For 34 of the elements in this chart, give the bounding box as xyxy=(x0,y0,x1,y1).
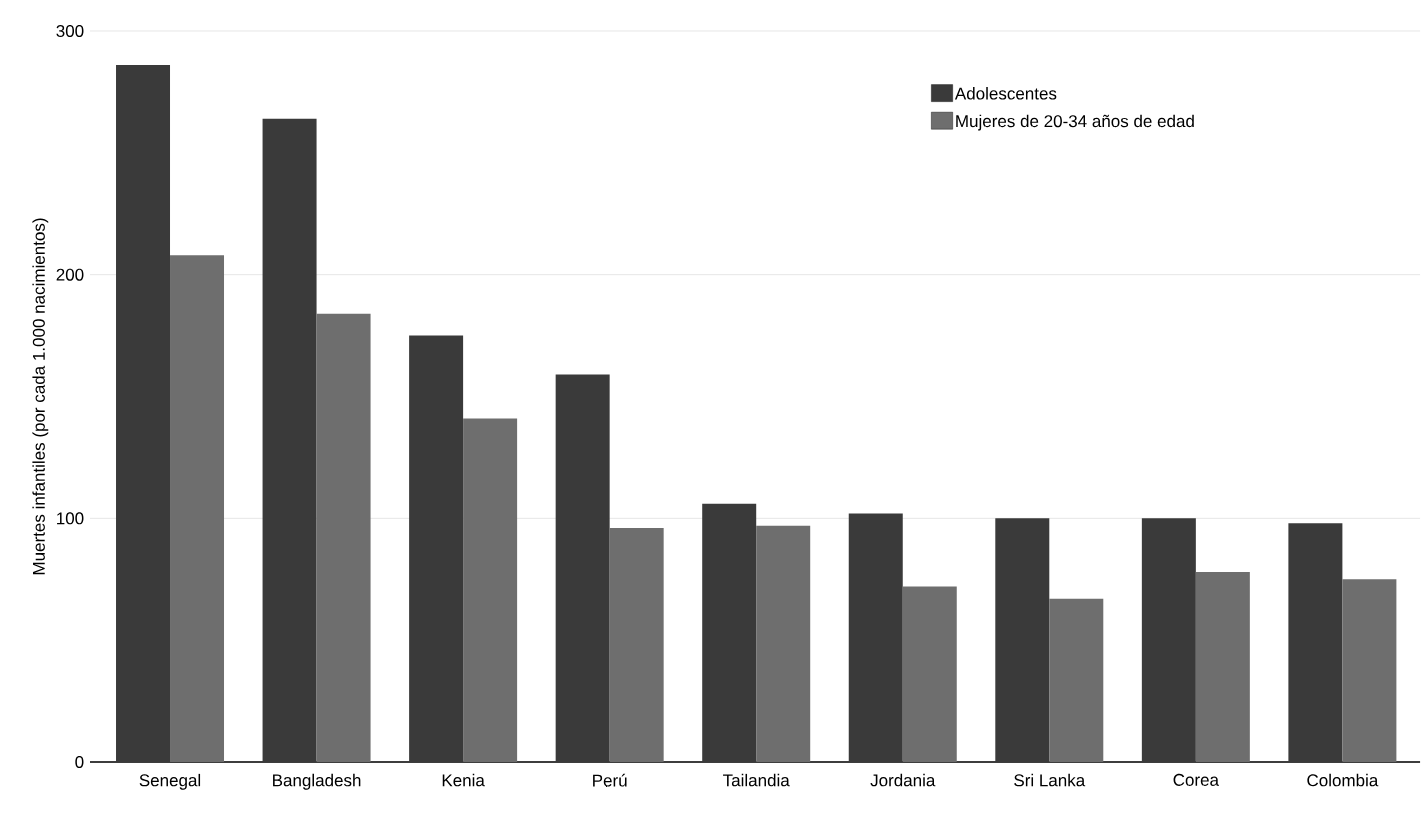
y-tick-label: 0 xyxy=(75,755,84,769)
legend-label: Mujeres de 20-34 años de edad xyxy=(956,114,1194,131)
y-axis-title: Muertes infantiles (por cada 1.000 nacimientos) xyxy=(32,218,49,575)
x-tick-label: Bangladesh xyxy=(273,773,361,790)
bar xyxy=(756,525,811,762)
bar xyxy=(848,513,903,762)
x-tick-label: Corea xyxy=(1173,773,1219,786)
x-tick-label: Sri Lanka xyxy=(1014,773,1086,787)
bar xyxy=(609,528,664,762)
legend-label: Adolescentes xyxy=(954,87,1057,100)
bar xyxy=(170,255,225,762)
bar xyxy=(1049,598,1104,762)
x-tick-label: Colombia xyxy=(1307,773,1379,787)
bar xyxy=(116,65,171,762)
y-tick-label: 100 xyxy=(57,512,84,525)
bar xyxy=(702,503,757,762)
bar xyxy=(1342,579,1397,762)
bar xyxy=(1288,523,1343,762)
y-tick-label: 300 xyxy=(56,24,84,38)
bar xyxy=(316,313,371,762)
x-tick-label: Jordania xyxy=(870,773,936,787)
x-tick-label: Senegal xyxy=(139,773,201,790)
x-tick-label: Tailandia xyxy=(723,773,790,787)
bar xyxy=(463,418,518,762)
bar xyxy=(555,374,610,762)
bar xyxy=(995,518,1050,762)
x-tick-label: Kenia xyxy=(442,773,485,787)
y-tick-label: 200 xyxy=(56,268,84,281)
x-tick-label: Perú xyxy=(593,773,627,787)
bar xyxy=(1195,571,1250,762)
bar xyxy=(1141,518,1196,762)
bar xyxy=(262,118,317,762)
bar xyxy=(409,335,464,762)
bar xyxy=(902,586,957,762)
